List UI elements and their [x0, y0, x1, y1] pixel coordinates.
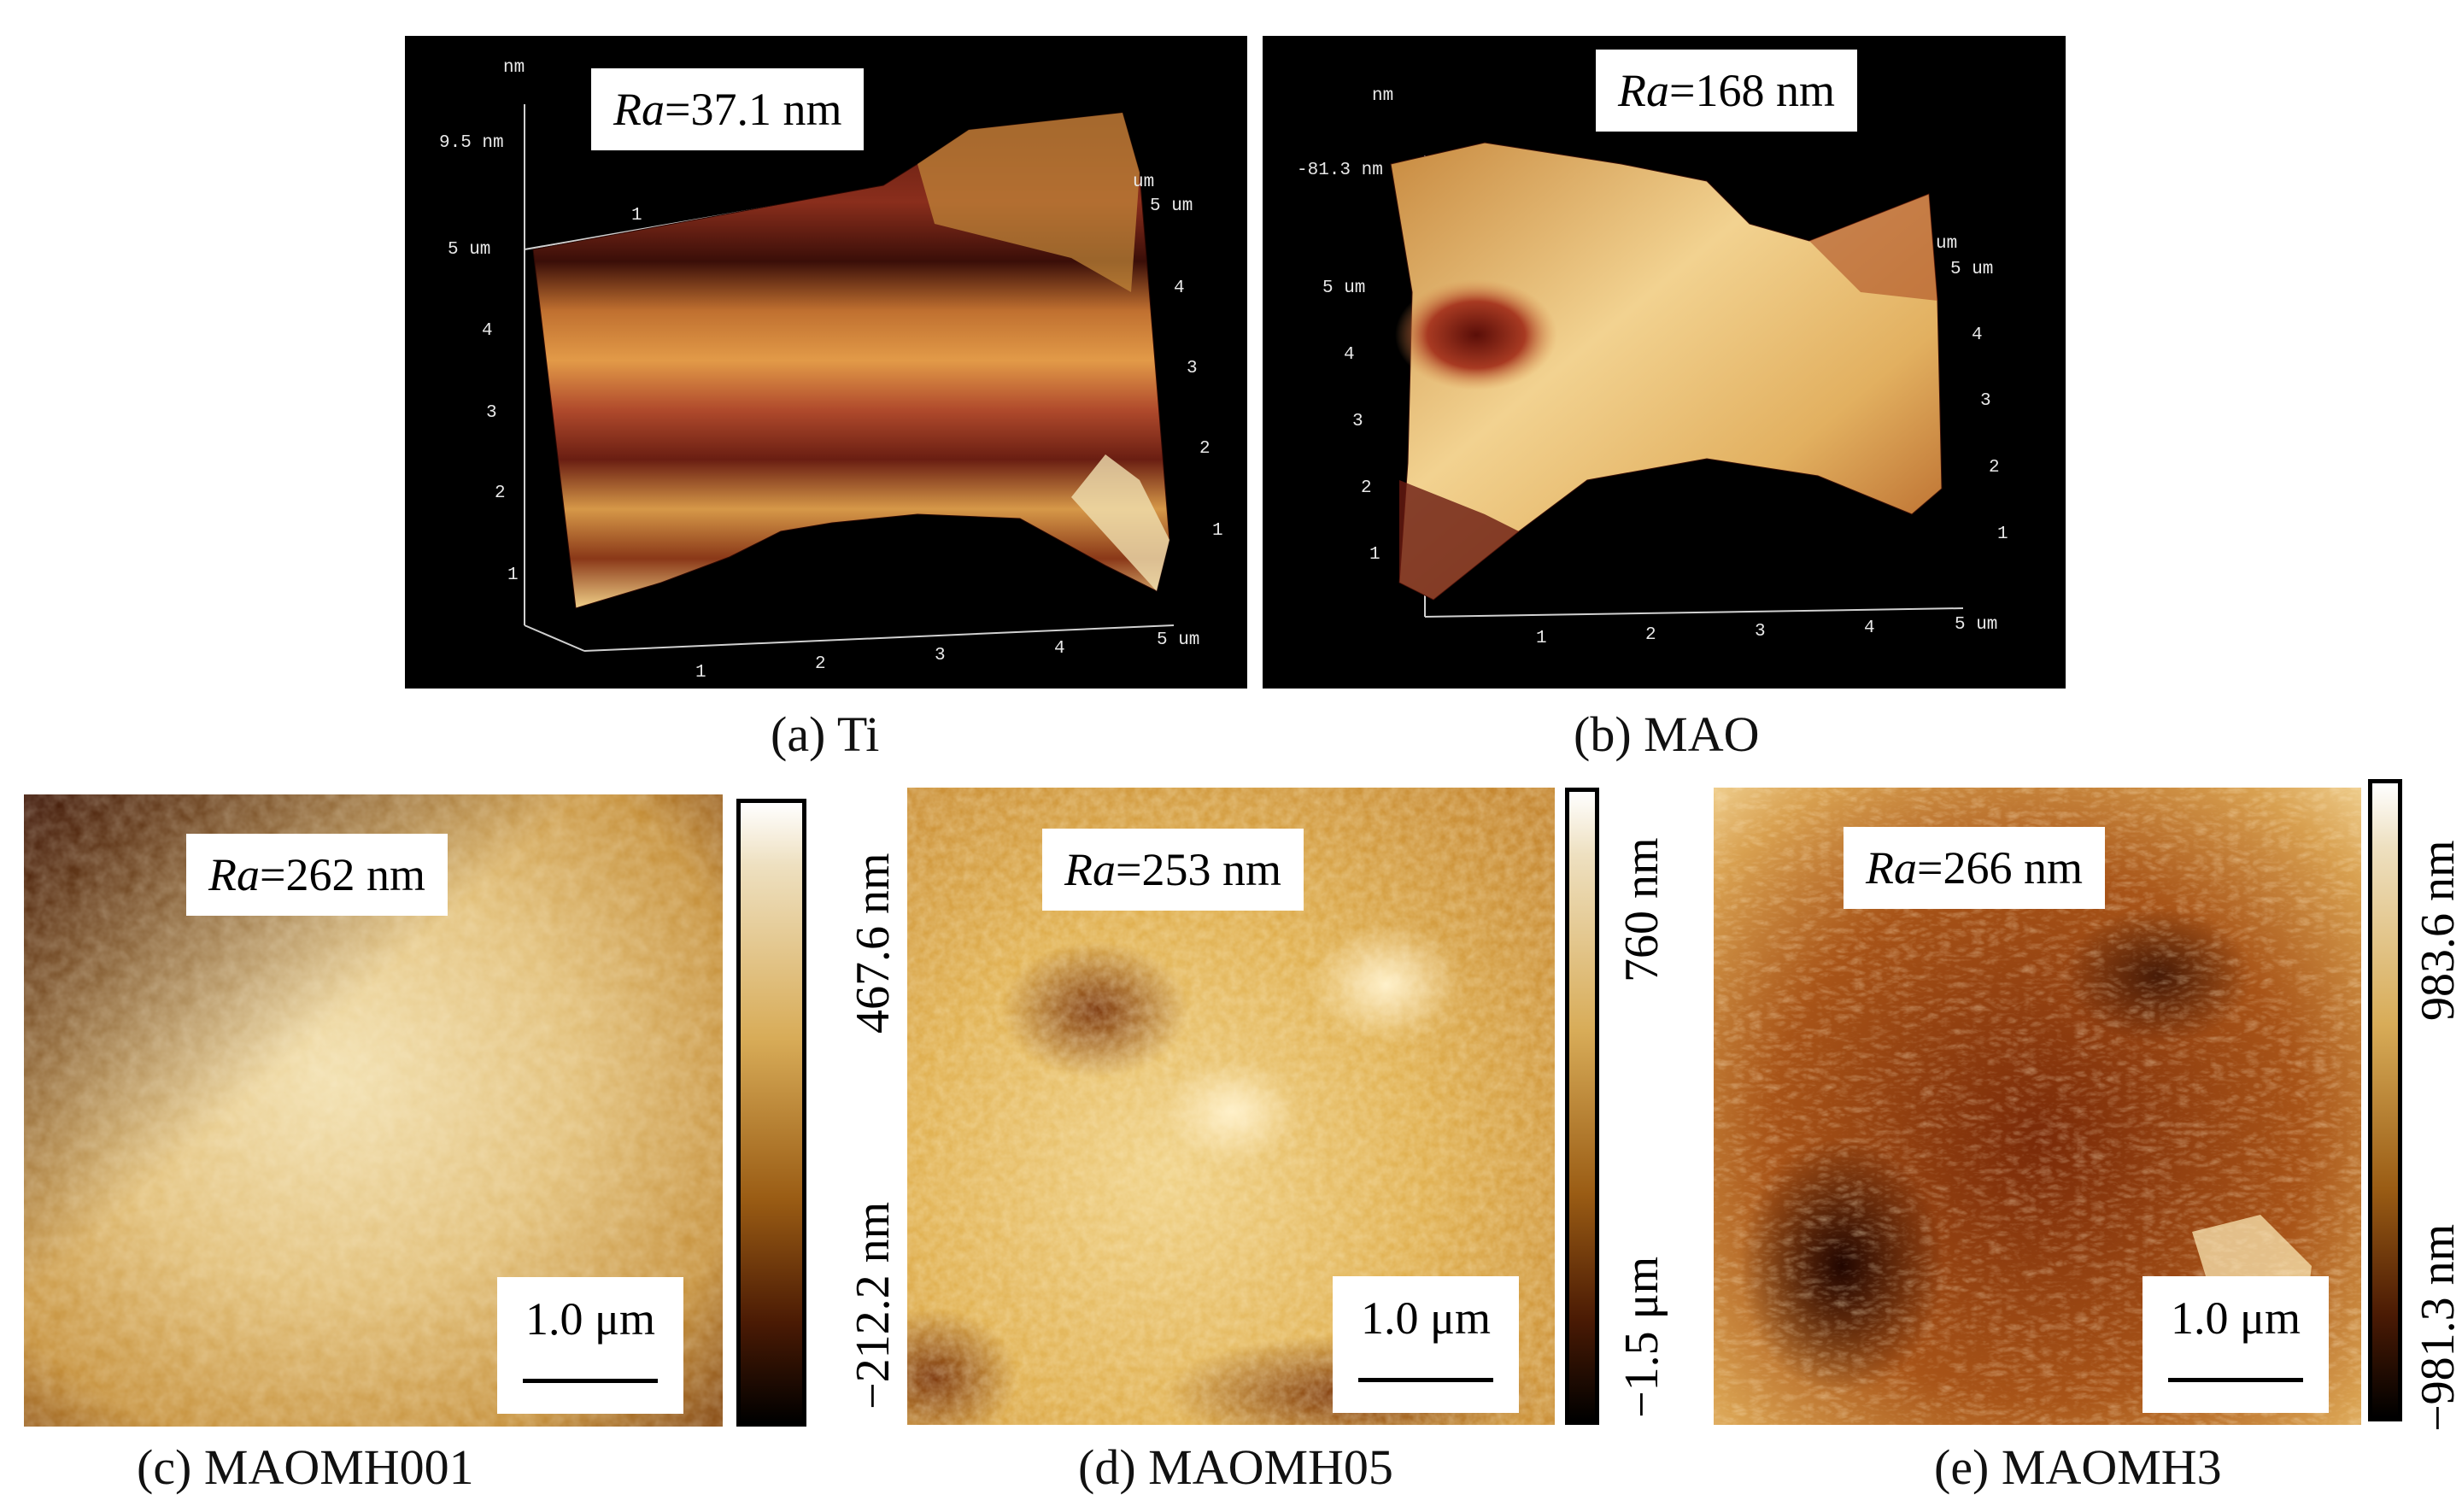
d-colorbar	[1565, 788, 1599, 1425]
b-left-tick-2: 2	[1361, 478, 1372, 498]
b-z-unit: nm	[1372, 86, 1393, 106]
a-bottom-tick-5: 5 um	[1157, 630, 1199, 650]
b-right-tick-3: 3	[1980, 391, 1991, 411]
e-colorbar	[2368, 779, 2402, 1421]
b-right-tick-4: 4	[1972, 325, 1983, 345]
c-caption: (c) MAOMH001	[137, 1439, 474, 1495]
d-colorbar-max: 760 nm	[1615, 837, 1668, 982]
a-left-tick-1: 1	[507, 566, 519, 585]
b-left-tick-1: 1	[1369, 545, 1380, 565]
a-z-max: 9.5 nm	[439, 133, 504, 153]
b-right-tick-1: 1	[1997, 525, 2008, 544]
a-y-unit: um	[1133, 173, 1154, 192]
b-left-tick-5: 5 um	[1322, 278, 1365, 298]
panel-c-height-map: Ra=262 nm 1.0 μm	[24, 794, 723, 1427]
b-bottom-tick-4: 4	[1864, 618, 1875, 638]
c-colorbar-min: −212.2 nm	[847, 1201, 900, 1409]
panel-b-surface: nm -81.3 nm 5 um 4 3 2 1 um 5 um 4 3 2 1…	[1297, 86, 2008, 648]
a-right-tick-3: 3	[1187, 359, 1198, 378]
a-left-tick-3: 3	[486, 403, 497, 423]
b-left-tick-4: 4	[1344, 345, 1355, 365]
a-bottom-tick-1: 1	[695, 663, 706, 683]
e-caption: (e) MAOMH3	[1934, 1439, 2222, 1495]
d-scale-bar: 1.0 μm	[1333, 1276, 1519, 1413]
d-roughness-label: Ra=253 nm	[1042, 829, 1304, 911]
a-caption: (a) Ti	[771, 706, 880, 762]
b-y-unit: um	[1936, 234, 1957, 254]
b-left-tick-3: 3	[1352, 412, 1363, 431]
c-colorbar	[736, 799, 806, 1427]
a-left-tick-2: 2	[495, 483, 506, 503]
a-bottom-tick-3: 3	[935, 646, 946, 665]
b-caption: (b) MAO	[1574, 706, 1760, 762]
a-left-tick-5: 5 um	[448, 240, 490, 260]
c-scale-line	[523, 1379, 658, 1383]
a-back-tick: 1	[631, 206, 642, 226]
a-bottom-tick-2: 2	[815, 654, 826, 674]
c-colorbar-max: 467.6 nm	[847, 853, 900, 1034]
a-z-unit: nm	[503, 58, 525, 78]
a-right-tick-4: 4	[1174, 278, 1185, 298]
c-scale-bar: 1.0 μm	[497, 1277, 683, 1414]
a-roughness-label: Ra=37.1 nm	[591, 68, 865, 150]
a-right-tick-1: 1	[1212, 521, 1223, 541]
d-caption: (d) MAOMH05	[1078, 1439, 1393, 1495]
e-colorbar-max: 983.6 nm	[2412, 840, 2462, 1021]
c-roughness-label: Ra=262 nm	[186, 834, 448, 916]
panel-d-height-map: Ra=253 nm 1.0 μm	[907, 788, 1555, 1425]
b-z-max: -81.3 nm	[1297, 161, 1383, 180]
panel-b-3d-afm: nm -81.3 nm 5 um 4 3 2 1 um 5 um 4 3 2 1…	[1263, 36, 2066, 689]
panel-e-height-map: Ra=266 nm 1.0 μm	[1714, 788, 2361, 1425]
e-roughness-label: Ra=266 nm	[1844, 827, 2105, 909]
e-scale-label: 1.0 μm	[2171, 1292, 2301, 1344]
e-scale-line	[2168, 1378, 2303, 1382]
b-bottom-tick-5: 5 um	[1955, 615, 1997, 635]
a-right-tick-5: 5 um	[1150, 196, 1193, 216]
panel-a-surface: nm 9.5 nm 5 um 4 3 2 1 1 um 5 um 4 3 2 1…	[439, 58, 1223, 683]
d-colorbar-min: −1.5 μm	[1615, 1256, 1668, 1418]
d-scale-line	[1358, 1378, 1493, 1382]
e-scale-bar: 1.0 μm	[2143, 1276, 2329, 1413]
panel-a-3d-afm: nm 9.5 nm 5 um 4 3 2 1 1 um 5 um 4 3 2 1…	[405, 36, 1247, 689]
a-left-tick-4: 4	[482, 321, 493, 341]
b-right-tick-5: 5 um	[1950, 260, 1993, 279]
b-bottom-tick-3: 3	[1755, 622, 1766, 642]
b-roughness-label: Ra=168 nm	[1596, 50, 1857, 132]
a-bottom-tick-4: 4	[1054, 639, 1065, 659]
b-bottom-tick-2: 2	[1645, 625, 1656, 645]
c-scale-label: 1.0 μm	[525, 1293, 655, 1345]
b-bottom-tick-1: 1	[1536, 629, 1547, 648]
b-right-tick-2: 2	[1989, 458, 2000, 478]
e-colorbar-min: −981.3 nm	[2412, 1223, 2462, 1432]
a-right-tick-2: 2	[1199, 439, 1210, 459]
d-scale-label: 1.0 μm	[1361, 1292, 1491, 1344]
